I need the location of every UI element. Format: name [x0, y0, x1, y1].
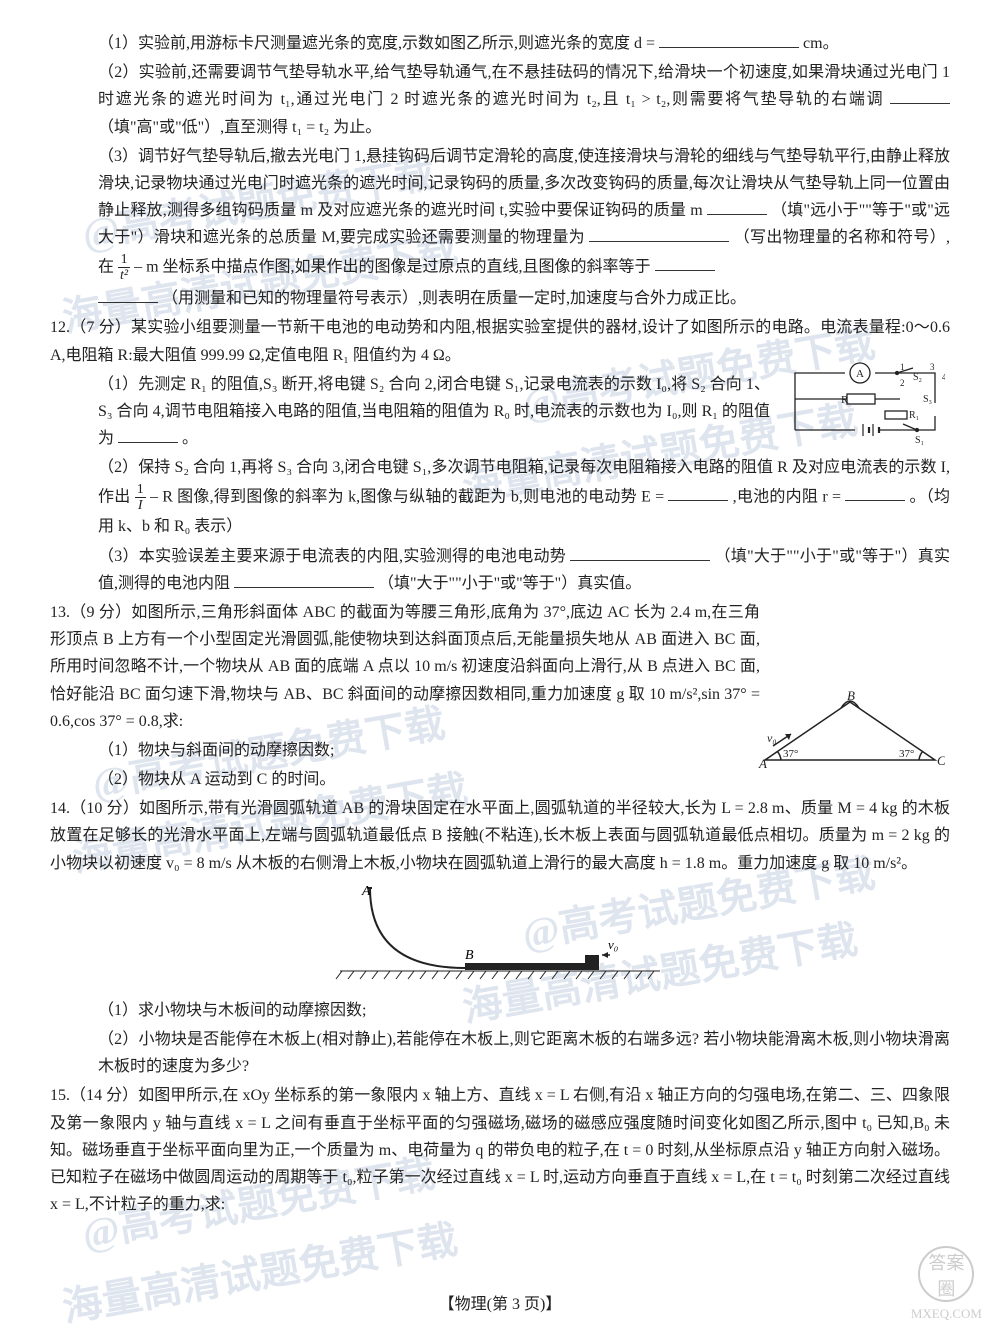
label-n3: 3	[930, 362, 935, 372]
q13-triangle-diagram: A B C 37° 37° v₀	[755, 690, 945, 770]
fraction-icon: 1I	[135, 482, 146, 514]
blank	[707, 199, 767, 215]
footer-text: 【物理(第 3 页)】	[439, 1296, 562, 1313]
label-B: B	[465, 948, 474, 963]
watermark: 海量高清试题免费下载	[57, 1206, 463, 1342]
label-R: R	[841, 394, 849, 406]
label-A: A	[758, 756, 767, 770]
q15-head: 15.（14 分）如图甲所示,在 xOy 坐标系的第一象限内 x 轴上方、直线 …	[50, 1082, 950, 1218]
q11-p2: （2）实验前,还需要调节气垫导轨水平,给气垫导轨通气,在不悬挂砝码的情况下,给滑…	[50, 59, 950, 141]
label-n4: 4	[942, 372, 945, 382]
blank	[234, 572, 374, 588]
label-S1: S₁	[915, 435, 924, 446]
q14-p1: （1）求小物块与木板间的动摩擦因数;	[50, 997, 950, 1024]
q14-p2: （2）小物块是否能停在木板上(相对静止),若能停在木板上,则它距离木板的右端多远…	[50, 1026, 950, 1080]
exam-content: （1）实验前,用游标卡尺测量遮光条的宽度,示数如图乙所示,则遮光条的宽度 d =…	[50, 30, 950, 1218]
text: （2）实验前,还需要调节气垫导轨水平,给气垫导轨通气,在不悬挂砝码的情况下,给滑…	[98, 64, 950, 108]
blank	[570, 545, 710, 561]
text: （1）求小物块与木板间的动摩擦因数;	[98, 1002, 366, 1019]
text: （2）物块从 A 运动到 C 的时间。	[98, 771, 335, 788]
label-v0: v₀	[608, 937, 618, 952]
blank	[118, 427, 178, 443]
label-angle-c: 37°	[899, 748, 914, 760]
text: ,电池的内阻 r =	[733, 488, 841, 505]
q13-p2: （2）物块从 A 运动到 C 的时间。	[50, 766, 950, 793]
label-S2: S₂	[913, 372, 922, 383]
blank	[659, 32, 799, 48]
fraction-icon: 1t²	[118, 252, 130, 284]
text: （2）小物块是否能停在木板上(相对静止),若能停在木板上,则它距离木板的右端多远…	[98, 1031, 950, 1075]
q11-p3e: （用测量和已知的物理量符号表示）,则表明在质量一定时,加速度与合外力成正比。	[50, 285, 950, 312]
label-v0: v₀	[767, 731, 777, 745]
q11-p1: （1）实验前,用游标卡尺测量遮光条的宽度,示数如图乙所示,则遮光条的宽度 d =…	[50, 30, 950, 57]
text: – R 图像,得到图像的斜率为 k,图像与纵轴的截距为 b,则电池的电动势 E …	[150, 488, 664, 505]
text: （3）本实验误差主要来源于电流表的内阻,实验测得的电池电动势	[98, 548, 566, 565]
label-R1: R₁	[909, 410, 919, 421]
corner-badge: 答案 圈 MXEQ.COM	[911, 1246, 982, 1324]
blank	[98, 287, 158, 303]
badge-l1: 答案	[928, 1253, 964, 1273]
text: 。	[182, 430, 198, 447]
text: 14.（10 分）如图所示,带有光滑圆弧轨道 AB 的滑块固定在水平面上,圆弧轨…	[50, 800, 950, 871]
label-C: C	[937, 753, 945, 768]
blank	[845, 485, 905, 501]
q12-circuit-diagram: A R R₁ 1 2 S₂ 3 4 S₃ S₁	[785, 358, 945, 448]
label-angle-a: 37°	[783, 748, 798, 760]
blank	[890, 88, 950, 104]
svg-text:A: A	[856, 368, 864, 380]
q12-p2: （2）保持 S₂ 合向 1,再将 S₃ 合向 3,闭合电键 S₁,多次调节电阻箱…	[50, 454, 950, 540]
text: – m 坐标系中描点作图,如果作出的图像是过原点的直线,且图像的斜率等于	[134, 258, 650, 275]
text: （用测量和已知的物理量符号表示）,则表明在质量一定时,加速度与合外力成正比。	[162, 290, 746, 307]
q11-p3: （3）调节好气垫导轨后,撤去光电门 1,悬挂钩码后调节定滑轮的高度,使连接滑块与…	[50, 143, 950, 284]
badge-url: MXEQ.COM	[911, 1306, 982, 1321]
text: （1）先测定 R₁ 的阻值,S₃ 断开,将电键 S₂ 合向 2,闭合电键 S₁,…	[98, 376, 770, 447]
blank	[655, 255, 715, 271]
text: 15.（14 分）如图甲所示,在 xOy 坐标系的第一象限内 x 轴上方、直线 …	[50, 1087, 950, 1213]
q12-p3: （3）本实验误差主要来源于电流表的内阻,实验测得的电池电动势 （填"大于""小于…	[50, 543, 950, 597]
label-B: B	[847, 690, 855, 703]
badge-l2: 圈	[937, 1279, 955, 1299]
text: （填"大于""小于"或"等于"）真实值。	[378, 575, 641, 592]
text: （填"高"或"低"）,直至测得 t₁ = t₂ 为止。	[98, 119, 381, 136]
label-n2: 2	[900, 378, 905, 388]
q14-diagram: A B v₀	[330, 883, 670, 993]
label-A: A	[361, 884, 371, 899]
label-S3: S₃	[923, 394, 932, 405]
text: （1）物块与斜面间的动摩擦因数;	[98, 742, 334, 759]
text: cm。	[803, 35, 839, 52]
text: （1）实验前,用游标卡尺测量遮光条的宽度,示数如图乙所示,则遮光条的宽度 d =	[98, 35, 655, 52]
q14-head: 14.（10 分）如图所示,带有光滑圆弧轨道 AB 的滑块固定在水平面上,圆弧轨…	[50, 795, 950, 877]
blank	[668, 485, 728, 501]
text: 13.（9 分）如图所示,三角形斜面体 ABC 的截面为等腰三角形,底角为 37…	[50, 604, 760, 730]
page-footer: 【物理(第 3 页)】	[0, 1291, 1000, 1318]
blank	[589, 226, 729, 242]
